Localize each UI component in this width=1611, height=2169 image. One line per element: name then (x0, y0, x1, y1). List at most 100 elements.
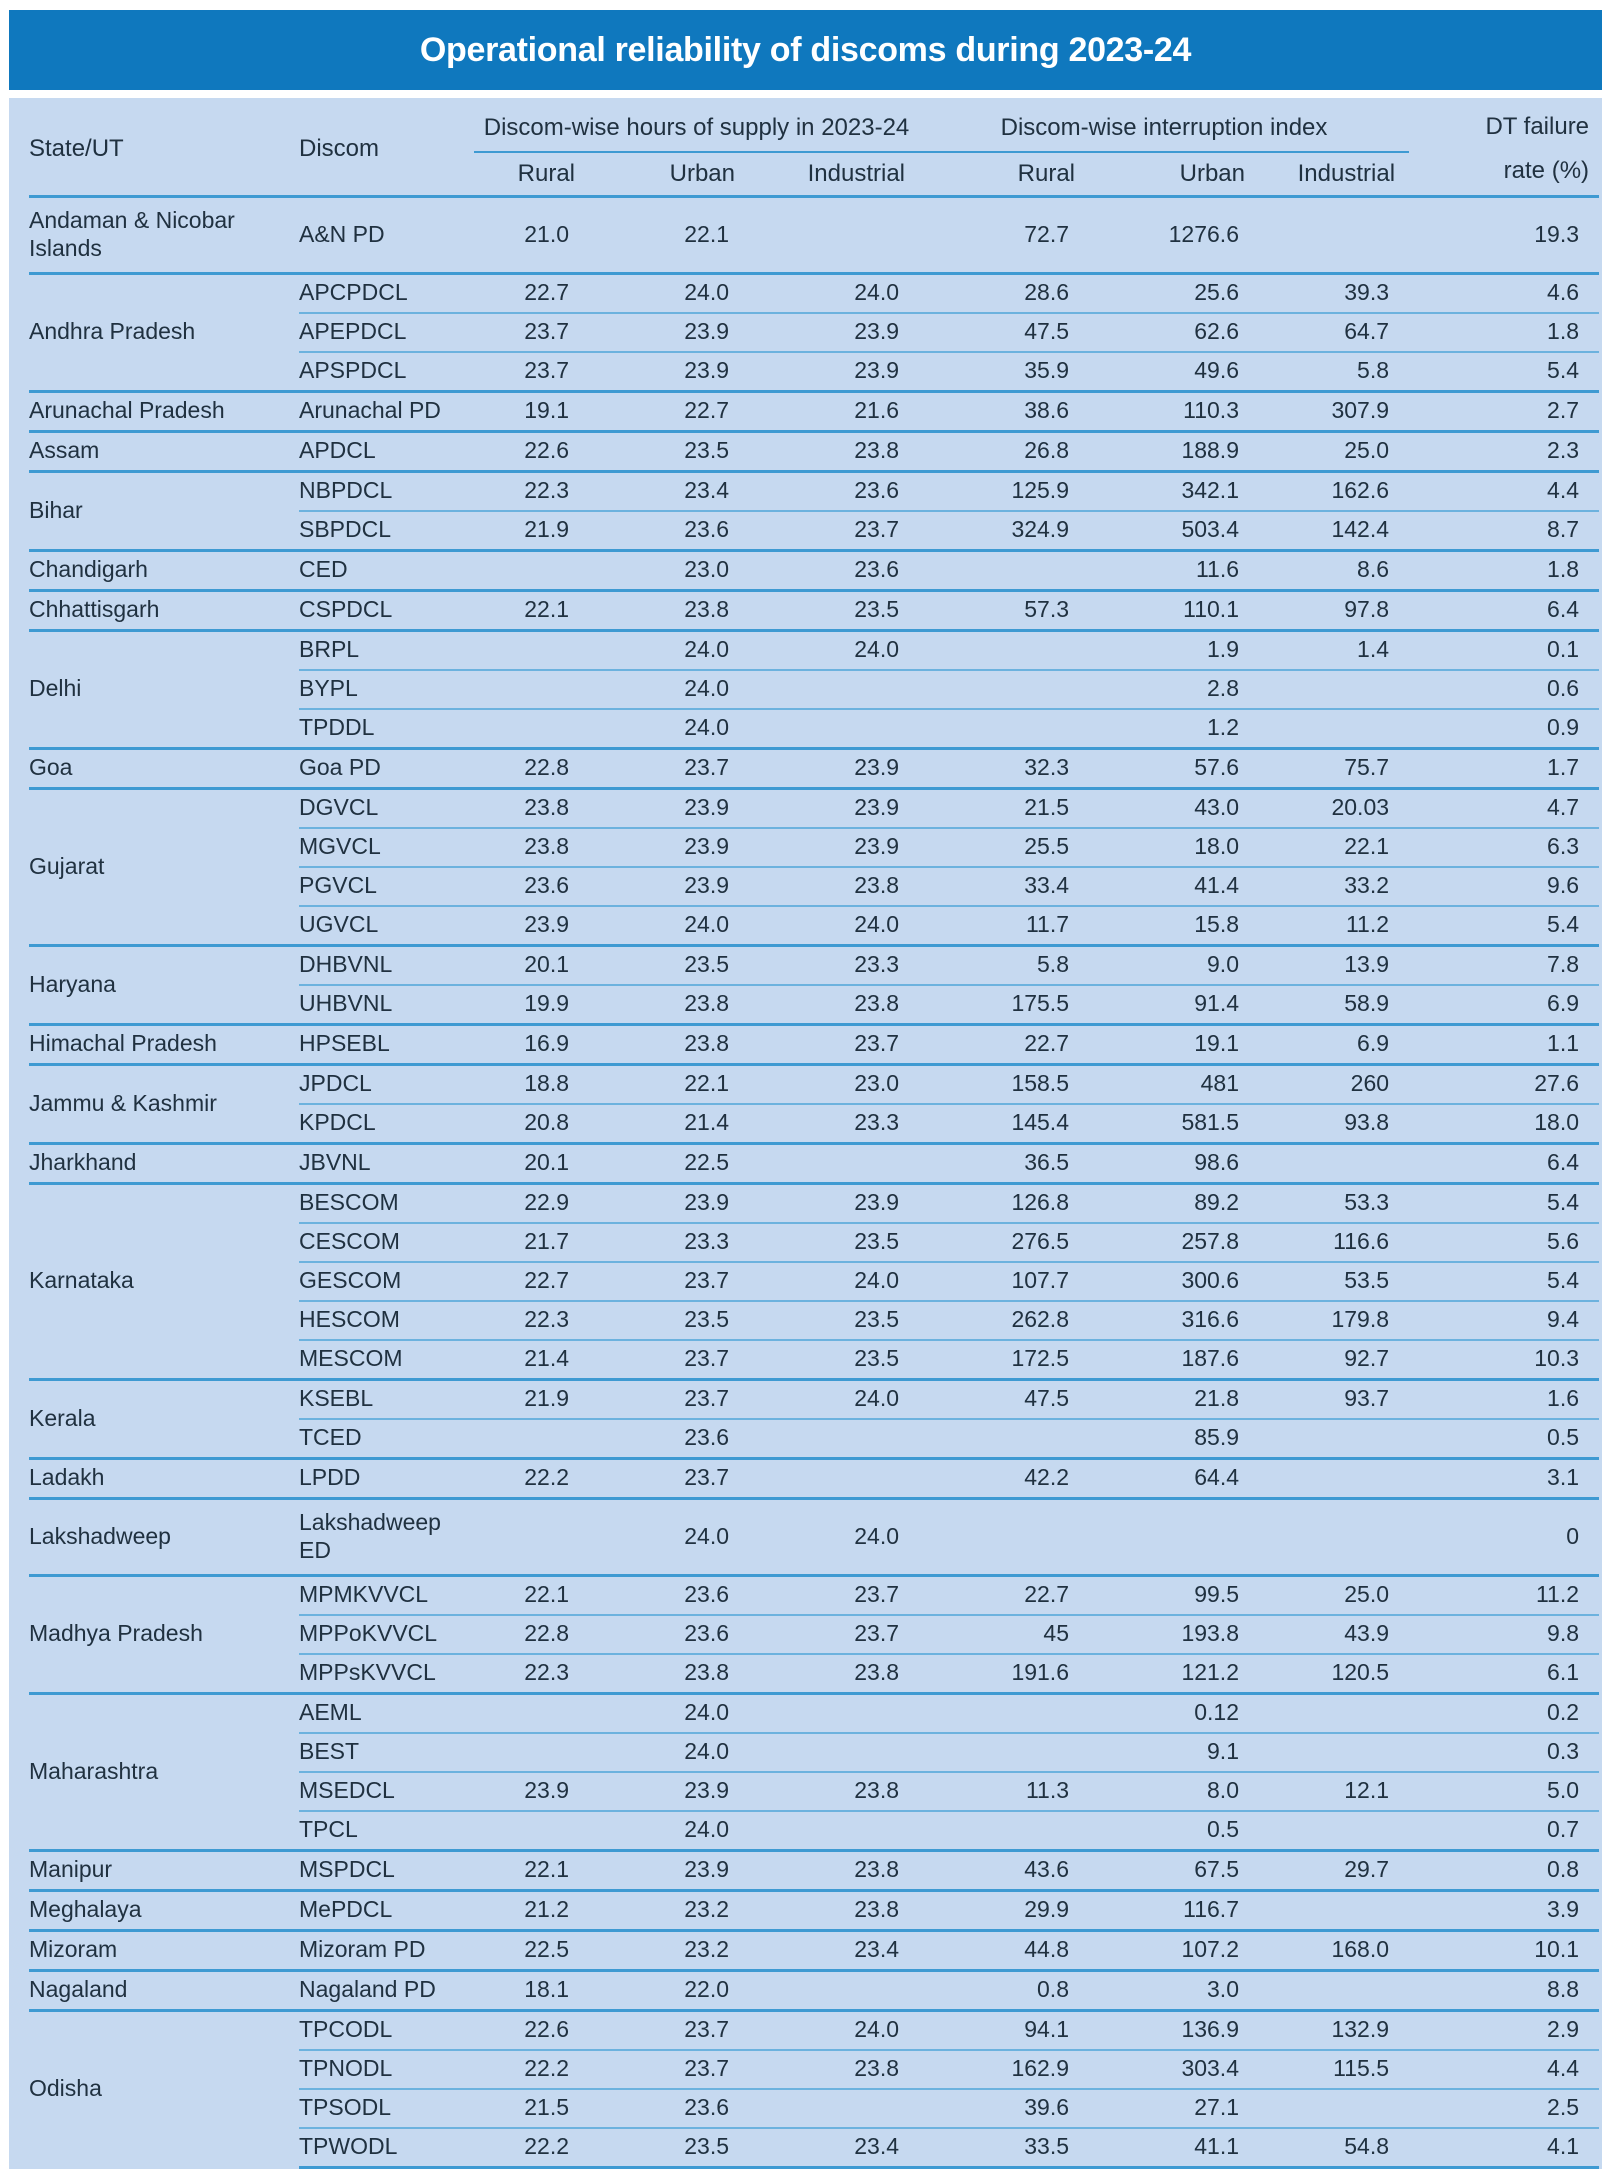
value-cell: 22.7 (919, 1573, 1089, 1615)
value-cell: 145.4 (919, 1102, 1089, 1143)
value-cell: 23.9 (749, 350, 919, 391)
table-row: TPDDL 24.0 1.2 0.9 (29, 707, 1600, 748)
table-row: BEST 24.0 9.1 0.3 (29, 1731, 1600, 1772)
header-interruption-group: Discom-wise interruption index (919, 104, 1410, 153)
value-cell: 23.2 (589, 1888, 749, 1930)
table-row: HESCOM 22.3 23.5 23.5 262.8 316.6 179.8 9.4 (29, 1299, 1600, 1340)
value-cell (474, 548, 589, 590)
value-cell: 11.7 (919, 904, 1089, 945)
value-cell: 23.0 (589, 548, 749, 590)
discom-cell: MESCOM (299, 1338, 474, 1379)
value-cell: 23.9 (474, 1770, 589, 1811)
table-row: Assam APDCL 22.6 23.5 23.8 26.8 188.9 25.0 2.3 (29, 429, 1600, 471)
value-cell: 121.2 (1089, 1652, 1259, 1693)
value-cell: 0.5 (1409, 1417, 1600, 1458)
value-cell: 22.1 (589, 1062, 749, 1104)
table-row: MSEDCL 23.9 23.9 23.8 11.3 8.0 12.1 5.0 (29, 1770, 1600, 1811)
value-cell: 47.5 (919, 311, 1089, 352)
discom-cell: UHBVNL (299, 983, 474, 1024)
value-cell: 97.8 (1259, 588, 1410, 630)
value-cell: 24.0 (589, 1691, 749, 1733)
discom-cell: Arunachal PD (299, 389, 474, 431)
table-row: MPPsKVVCL 22.3 23.8 23.8 191.6 121.2 120.5 6.1 (29, 1652, 1600, 1693)
value-cell: 23.6 (589, 509, 749, 550)
value-cell: 23.6 (474, 865, 589, 906)
value-cell: 116.6 (1259, 1221, 1410, 1262)
header-discom: Discom (299, 104, 474, 198)
discom-cell: MGVCL (299, 826, 474, 867)
value-cell: 21.0 (474, 194, 589, 273)
value-cell: 23.9 (749, 826, 919, 867)
value-cell: 4.4 (1409, 2048, 1600, 2089)
table-row: Lakshadweep Lakshadweep ED 24.0 24.0 0 (29, 1496, 1600, 1575)
value-cell: 24.0 (749, 1260, 919, 1301)
table-row: Nagaland Nagaland PD 18.1 22.0 0.8 3.0 8.8 (29, 1968, 1600, 2010)
value-cell: 11.6 (1089, 548, 1259, 590)
value-cell: 27.1 (1089, 2087, 1259, 2128)
value-cell: 23.9 (589, 1770, 749, 1811)
discom-cell: MSEDCL (299, 1770, 474, 1811)
value-cell: 54.8 (1259, 2126, 1410, 2169)
value-cell: 120.5 (1259, 1652, 1410, 1693)
value-cell: 22.3 (474, 1299, 589, 1340)
value-cell: 23.3 (749, 943, 919, 985)
state-cell: Haryana (29, 943, 299, 1024)
value-cell: 5.4 (1409, 1260, 1600, 1301)
value-cell: 22.6 (474, 2008, 589, 2050)
value-cell: 4.6 (1409, 271, 1600, 313)
state-cell: Madhya Pradesh (29, 1573, 299, 1693)
table-row: MPPoKVVCL 22.8 23.6 23.7 45 193.8 43.9 9.8 (29, 1613, 1600, 1654)
discom-cell: TPNODL (299, 2048, 474, 2089)
header-hours-rural: Rural (474, 152, 589, 198)
value-cell: 23.8 (749, 1888, 919, 1930)
value-cell: 23.7 (589, 2048, 749, 2089)
state-cell: Jammu & Kashmir (29, 1062, 299, 1143)
value-cell (474, 1496, 589, 1575)
value-cell: 23.7 (749, 1613, 919, 1654)
table-row: Meghalaya MePDCL 21.2 23.2 23.8 29.9 116.7 3.9 (29, 1888, 1600, 1930)
value-cell: 39.6 (919, 2087, 1089, 2128)
value-cell: 20.03 (1259, 786, 1410, 828)
table-row: Chhattisgarh CSPDCL 22.1 23.8 23.5 57.3 110.1 9… (29, 588, 1600, 630)
value-cell: 25.5 (919, 826, 1089, 867)
value-cell: 22.2 (474, 2126, 589, 2169)
value-cell: 193.8 (1089, 1613, 1259, 1654)
value-cell: 5.6 (1409, 1221, 1600, 1262)
state-cell: Kerala (29, 1377, 299, 1458)
state-cell: Goa (29, 746, 299, 788)
value-cell (1259, 1731, 1410, 1772)
value-cell: 581.5 (1089, 1102, 1259, 1143)
value-cell (1089, 1496, 1259, 1575)
header-interruption-rural: Rural (919, 152, 1089, 198)
value-cell: 172.5 (919, 1338, 1089, 1379)
value-cell: 41.1 (1089, 2126, 1259, 2169)
discom-cell: APSPDCL (299, 350, 474, 391)
header-hours-industrial: Industrial (749, 152, 919, 198)
value-cell: 21.9 (474, 1377, 589, 1419)
value-cell (919, 628, 1089, 670)
value-cell: 20.8 (474, 1102, 589, 1143)
value-cell: 107.7 (919, 1260, 1089, 1301)
value-cell: 24.0 (589, 1496, 749, 1575)
value-cell: 10.3 (1409, 1338, 1600, 1379)
value-cell: 115.5 (1259, 2048, 1410, 2089)
value-cell: 260 (1259, 1062, 1410, 1104)
value-cell: 23.9 (749, 746, 919, 788)
value-cell: 33.5 (919, 2126, 1089, 2169)
discom-cell: Mizoram PD (299, 1928, 474, 1970)
value-cell (919, 668, 1089, 709)
table-row: Goa Goa PD 22.8 23.7 23.9 32.3 57.6 75.7 1.7 (29, 746, 1600, 788)
value-cell: 23.0 (749, 1062, 919, 1104)
value-cell: 22.3 (474, 469, 589, 511)
value-cell: 0.5 (1089, 1809, 1259, 1850)
value-cell (1259, 1496, 1410, 1575)
value-cell: 23.9 (589, 311, 749, 352)
value-cell: 6.9 (1409, 983, 1600, 1024)
value-cell: 24.0 (589, 904, 749, 945)
value-cell: 0.2 (1409, 1691, 1600, 1733)
value-cell: 25.0 (1259, 429, 1410, 471)
value-cell (474, 707, 589, 748)
header-hours-urban: Urban (589, 152, 749, 198)
value-cell: 1.1 (1409, 1022, 1600, 1064)
value-cell: 23.5 (749, 1338, 919, 1379)
